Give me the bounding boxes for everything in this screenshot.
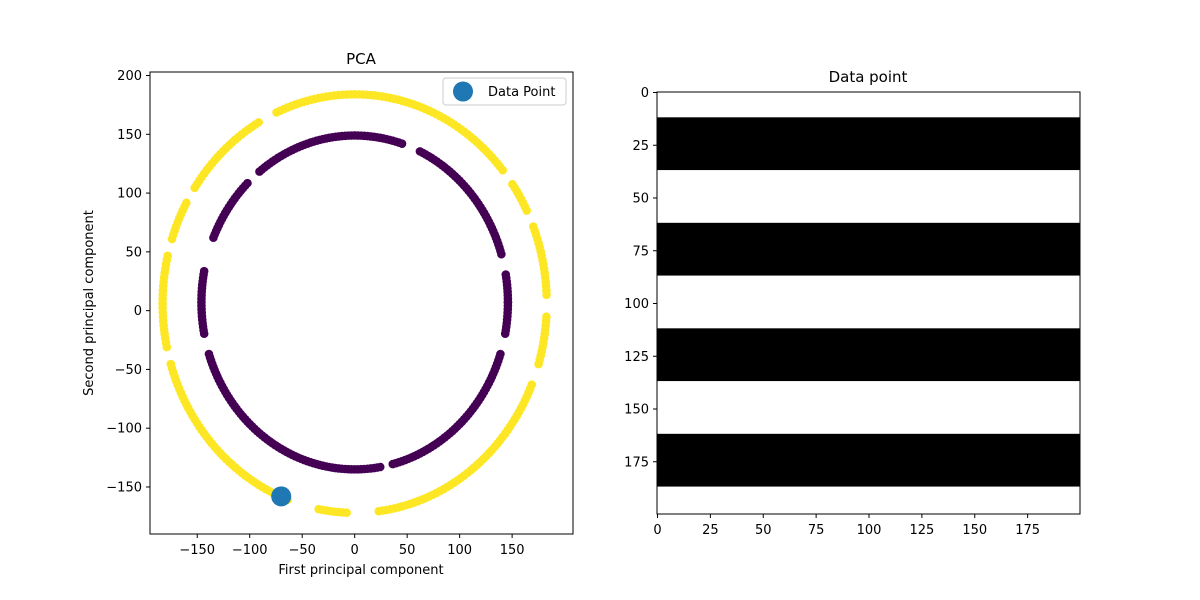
image-x-tick-label: 175 <box>1015 523 1040 538</box>
pca-y-ticks: −150 −100 −50 0 50 100 150 200 <box>106 69 150 495</box>
image-y-tick-label: 150 <box>624 403 649 418</box>
image-x-tick-label: 150 <box>962 523 987 538</box>
pca-title: PCA <box>346 50 377 68</box>
pca-y-tick-label: −100 <box>106 422 142 437</box>
scatter-point <box>209 233 218 243</box>
data-point-image-panel: Data point 0 25 50 75 100 125 150 175 0 25 50 75 10… <box>624 68 1081 538</box>
scatter-point <box>503 298 513 307</box>
image-y-tick-label: 125 <box>624 350 649 365</box>
pca-x-ticks: −150 −100 −50 0 50 100 150 <box>179 534 525 558</box>
pca-scatter-panel: PCA −150 −100 −50 0 50 100 150 −150 −100 −50 0 50 1… <box>82 50 574 578</box>
pca-axes-frame <box>149 71 574 535</box>
scatter-point <box>528 222 538 231</box>
scatter-point <box>255 167 264 176</box>
image-black-band <box>657 433 1080 487</box>
scatter-point <box>415 147 425 156</box>
legend-marker-data-point <box>453 81 473 102</box>
pca-x-tick-label: 50 <box>399 543 416 558</box>
image-y-tick-label: 0 <box>641 86 649 101</box>
pca-highlight-layer <box>271 486 292 507</box>
legend-box <box>442 77 567 106</box>
pca-y-tick-label: 100 <box>117 187 142 202</box>
pca-y-tick-label: −150 <box>106 480 142 495</box>
scatter-point <box>508 179 517 189</box>
image-x-tick-label: 75 <box>808 523 825 538</box>
pca-x-tick-label: −50 <box>288 543 315 558</box>
legend-label-data-point: Data Point <box>488 85 555 100</box>
image-x-tick-label: 50 <box>755 523 772 538</box>
highlight-data-point-marker <box>271 486 292 507</box>
image-x-tick-label: 0 <box>653 523 661 538</box>
scatter-point <box>527 380 537 389</box>
image-y-tick-label: 100 <box>624 297 649 312</box>
pca-y-tick-label: 150 <box>117 128 142 143</box>
scatter-point <box>496 349 505 359</box>
scatter-point <box>167 234 177 244</box>
scatter-point <box>190 183 199 193</box>
pca-legend: Data Point <box>442 77 567 106</box>
image-x-tick-label: 25 <box>702 523 719 538</box>
image-black-band <box>657 222 1080 276</box>
image-x-tick-label: 125 <box>909 523 934 538</box>
image-x-tick-label: 100 <box>857 523 882 538</box>
scatter-point <box>272 108 281 117</box>
pca-x-tick-label: 150 <box>500 543 525 558</box>
image-y-tick-label: 175 <box>624 455 649 470</box>
scatter-point <box>501 270 511 279</box>
pca-y-tick-label: −50 <box>115 363 142 378</box>
image-black-band <box>657 117 1080 171</box>
pca-x-tick-label: 0 <box>351 543 359 558</box>
scatter-point <box>375 462 385 472</box>
pca-y-tick-label: 0 <box>134 304 142 319</box>
scatter-point <box>162 342 172 352</box>
pca-y-tick-label: 200 <box>117 69 142 84</box>
scatter-point <box>342 508 351 517</box>
pca-x-tick-label: 100 <box>447 543 472 558</box>
image-title: Data point <box>829 68 908 86</box>
image-bands <box>657 117 1080 487</box>
image-y-tick-label: 25 <box>632 139 649 154</box>
scatter-point <box>542 312 551 322</box>
pca-y-axis-label: Second principal component <box>82 210 97 396</box>
image-x-ticks: 0 25 50 75 100 125 150 175 <box>653 514 1040 538</box>
pca-x-tick-label: −150 <box>179 543 215 558</box>
image-y-tick-label: 75 <box>632 244 649 259</box>
pca-y-tick-label: 50 <box>125 245 142 260</box>
image-y-ticks: 0 25 50 75 100 125 150 175 <box>624 86 657 470</box>
pca-points <box>158 90 551 517</box>
image-black-band <box>657 328 1080 382</box>
pca-x-axis-label: First principal component <box>278 563 443 578</box>
image-y-tick-label: 50 <box>632 192 649 207</box>
pca-x-tick-label: −100 <box>232 543 268 558</box>
scatter-point <box>199 329 209 338</box>
